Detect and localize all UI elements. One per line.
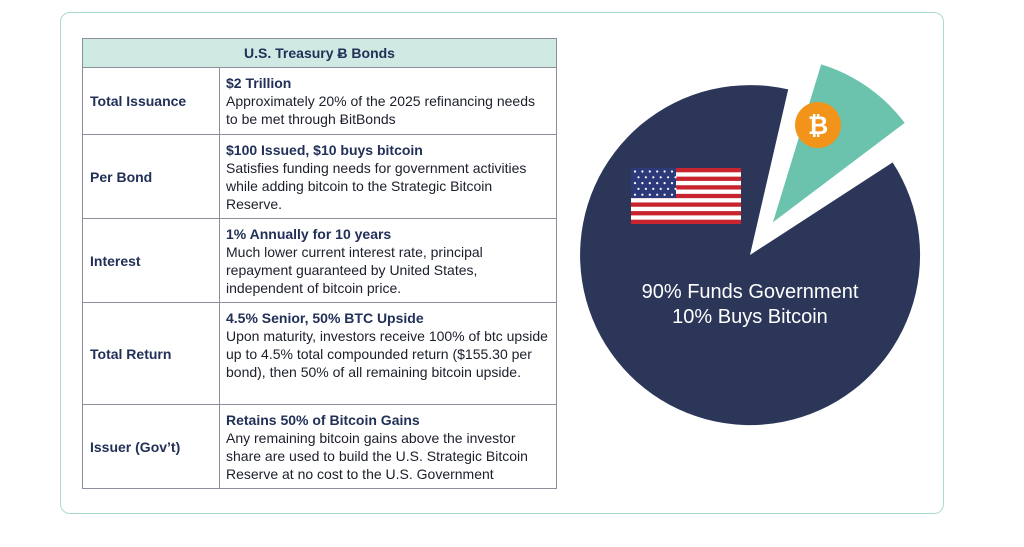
row-description: $2 Trillion Approximately 20% of the 202…	[219, 67, 557, 135]
flag-star	[663, 193, 666, 196]
table-row: Total Issuance $2 Trillion Approximately…	[82, 67, 557, 135]
row-label: Total Issuance	[82, 67, 220, 135]
flag-star	[670, 182, 674, 185]
row-headline: 4.5% Senior, 50% BTC Upside	[226, 310, 424, 326]
flag-star	[633, 182, 637, 185]
table-title: U.S. Treasury Ƀ Bonds	[82, 38, 557, 68]
flag-star	[656, 170, 659, 173]
row-description: 4.5% Senior, 50% BTC Upside Upon maturit…	[219, 302, 557, 405]
row-label: Interest	[82, 218, 220, 303]
row-body: Satisfies funding needs for government a…	[226, 160, 527, 212]
flag-stripe	[631, 193, 741, 199]
row-description: $100 Issued, $10 buys bitcoin Satisfies …	[219, 134, 557, 219]
flag-star	[633, 170, 637, 173]
row-label: Issuer (Gov’t)	[82, 404, 220, 489]
flag-star	[667, 187, 670, 190]
flag-star	[652, 187, 655, 190]
row-label: Total Return	[82, 302, 220, 405]
table-row: Per Bond $100 Issued, $10 buys bitcoin S…	[82, 134, 557, 219]
flag-star	[674, 176, 677, 179]
flag-star	[674, 187, 677, 190]
flag-stripe	[631, 219, 741, 224]
flag-stripe	[631, 168, 741, 173]
flag-stripe	[631, 185, 741, 190]
row-body: Much lower current interest rate, princi…	[226, 244, 483, 296]
flag-star	[663, 182, 666, 185]
flag-stripe	[631, 202, 741, 207]
bond-terms-table: U.S. Treasury Ƀ Bonds Total Issuance $2 …	[82, 38, 557, 489]
flag-star	[663, 170, 666, 173]
flag-star	[633, 193, 637, 196]
flag-star	[648, 182, 651, 185]
pie-annotation-bitcoin: 10% Buys Bitcoin	[672, 306, 828, 328]
row-headline: 1% Annually for 10 years	[226, 226, 392, 242]
row-description: 1% Annually for 10 years Much lower curr…	[219, 218, 557, 303]
row-body: Any remaining bitcoin gains above the in…	[226, 430, 528, 482]
pie-annotation-government: 90% Funds Government	[642, 281, 859, 303]
row-body: Approximately 20% of the 2025 refinancin…	[226, 93, 535, 127]
bitcoin-symbol: ₿	[808, 111, 828, 140]
flag-star	[644, 176, 647, 179]
flag-stripe	[631, 211, 741, 216]
flag-star	[648, 170, 651, 173]
flag-star	[659, 176, 662, 179]
flag-star	[656, 182, 659, 185]
flag-stripe	[631, 176, 741, 181]
flag-star	[644, 187, 647, 190]
us-flag-icon	[631, 168, 741, 224]
flag-star	[652, 176, 655, 179]
table-row: Issuer (Gov’t) Retains 50% of Bitcoin Ga…	[82, 404, 557, 489]
flag-star	[667, 176, 670, 179]
table-row: Interest 1% Annually for 10 years Much l…	[82, 218, 557, 303]
allocation-pie-chart: ₿ 90% Funds Government 10% Buys Bitcoin	[580, 64, 921, 426]
row-headline: $100 Issued, $10 buys bitcoin	[226, 142, 423, 158]
flag-star	[637, 176, 640, 179]
flag-star	[648, 193, 651, 196]
flag-star	[670, 193, 674, 196]
flag-star	[656, 193, 659, 196]
flag-star	[637, 187, 640, 190]
flag-star	[641, 170, 644, 173]
row-body: Upon maturity, investors receive 100% of…	[226, 328, 548, 380]
flag-star	[641, 182, 644, 185]
flag-star	[659, 187, 662, 190]
row-label: Per Bond	[82, 134, 220, 219]
row-headline: Retains 50% of Bitcoin Gains	[226, 412, 420, 428]
row-headline: $2 Trillion	[226, 75, 292, 91]
flag-star	[641, 193, 644, 196]
table-header-row: U.S. Treasury Ƀ Bonds	[82, 38, 557, 68]
pie-slice-buys-bitcoin	[772, 64, 905, 223]
table-row: Total Return 4.5% Senior, 50% BTC Upside…	[82, 302, 557, 405]
flag-star	[670, 170, 674, 173]
bitcoin-icon: ₿	[795, 102, 841, 148]
row-description: Retains 50% of Bitcoin Gains Any remaini…	[219, 404, 557, 489]
